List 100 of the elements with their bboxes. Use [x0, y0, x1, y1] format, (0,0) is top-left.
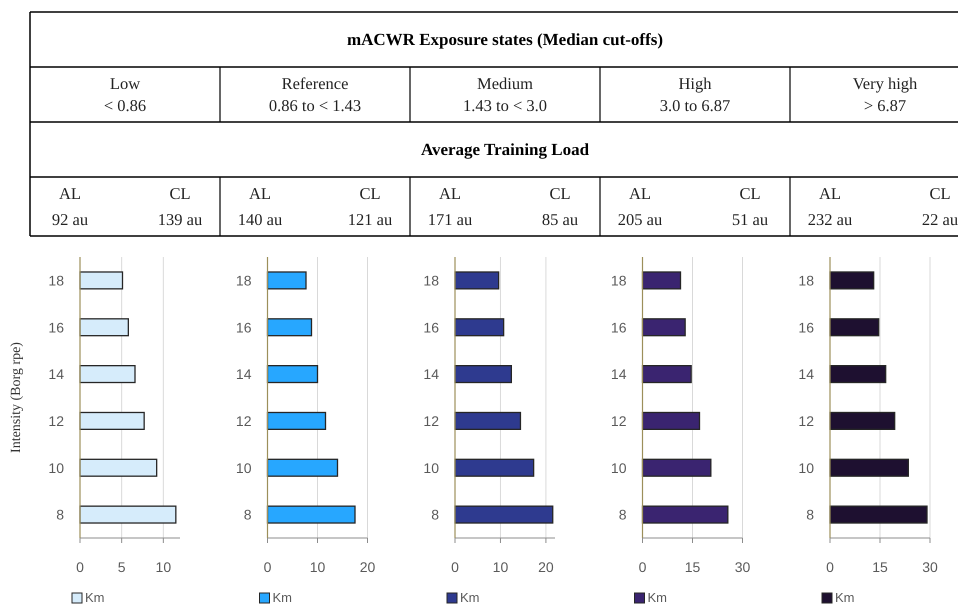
- text: < 0.86: [104, 96, 146, 115]
- bar: [829, 412, 896, 430]
- legend-label: Km: [460, 590, 480, 605]
- bar: [454, 365, 512, 384]
- x-tick-label: 10: [156, 559, 172, 575]
- y-tick-label: 16: [236, 319, 252, 336]
- text: 121 au: [348, 210, 392, 229]
- bar: [266, 458, 338, 477]
- bar: [454, 412, 522, 430]
- text: 139 au: [158, 210, 202, 229]
- y-tick-label: 8: [244, 506, 252, 523]
- y-tick-label: 16: [48, 319, 64, 336]
- bar: [79, 458, 158, 477]
- text: 0.86 to < 1.43: [268, 96, 362, 115]
- text: Very high: [852, 74, 918, 93]
- y-tick-label: 14: [423, 366, 440, 382]
- legend-label: Km: [648, 590, 667, 605]
- bar: [266, 318, 312, 336]
- text: Average Training Load: [420, 140, 590, 159]
- y-tick-label: 12: [236, 412, 252, 429]
- text: Reference: [282, 74, 348, 93]
- bar: [454, 458, 534, 477]
- bar: [266, 365, 318, 384]
- legend-label: Km: [272, 590, 292, 605]
- x-tick-label: 10: [310, 559, 326, 575]
- text: mACWR Exposure states (Median cut-offs): [346, 30, 664, 49]
- bar: [642, 506, 728, 524]
- x-tick-label: 0: [638, 559, 647, 575]
- x-tick-label: 0: [826, 559, 834, 575]
- x-tick-label: 15: [872, 559, 888, 575]
- bar: [829, 318, 880, 336]
- text: AL: [629, 184, 651, 203]
- x-tick-label: 0: [264, 559, 272, 575]
- text: 85 au: [542, 210, 578, 229]
- bar: [266, 506, 356, 524]
- text: Medium: [477, 74, 534, 93]
- text: 205 au: [618, 210, 662, 229]
- text: CL: [359, 184, 381, 203]
- bar: [829, 271, 874, 290]
- text: AL: [819, 184, 841, 203]
- y-tick-label: 10: [48, 460, 64, 476]
- bar: [454, 506, 554, 524]
- y-tick-label: 12: [48, 412, 64, 429]
- text: AL: [249, 184, 271, 203]
- bar: [829, 506, 928, 524]
- x-tick-label: 15: [684, 559, 700, 575]
- y-tick-label: 8: [56, 506, 64, 523]
- y-tick-label: 18: [48, 272, 64, 288]
- text: 171 au: [428, 210, 472, 229]
- bar: [829, 365, 886, 384]
- y-tick-label: 14: [48, 366, 64, 382]
- y-tick-label: 18: [798, 272, 814, 288]
- legend-label: Km: [85, 590, 104, 605]
- text: CL: [739, 184, 761, 203]
- y-tick-label: 14: [798, 366, 814, 382]
- bar: [79, 412, 145, 430]
- text: CL: [929, 184, 951, 203]
- text: CL: [169, 184, 191, 203]
- y-tick-label: 18: [236, 272, 252, 288]
- y-tick-label: 16: [798, 319, 814, 336]
- y-tick-label: 14: [610, 366, 627, 382]
- text: 92 au: [52, 210, 88, 229]
- text: 22 au: [922, 210, 958, 229]
- y-tick-label: 18: [423, 272, 440, 288]
- x-tick-label: 0: [76, 559, 84, 575]
- text: 232 au: [808, 210, 852, 229]
- text: Low: [110, 74, 140, 93]
- text: AL: [59, 184, 81, 203]
- y-tick-label: 8: [806, 506, 814, 523]
- bar: [829, 458, 909, 477]
- y-tick-label: 12: [610, 412, 627, 429]
- bar: [642, 318, 686, 336]
- x-tick-label: 0: [451, 559, 460, 575]
- x-tick-label: 30: [922, 559, 938, 575]
- text: High: [678, 74, 712, 93]
- text: 1.43 to < 3.0: [462, 96, 548, 115]
- bar: [642, 271, 682, 290]
- bar: [79, 271, 124, 290]
- bar: [79, 318, 129, 336]
- bar: [454, 318, 504, 336]
- y-tick-label: 10: [236, 460, 252, 476]
- x-tick-label: 20: [538, 559, 554, 575]
- legend-label: Km: [835, 590, 854, 605]
- y-tick-label: 12: [798, 412, 814, 429]
- bar: [642, 412, 700, 430]
- text: AL: [439, 184, 461, 203]
- bar: [79, 506, 176, 524]
- bar: [266, 271, 307, 290]
- y-tick-label: 10: [798, 460, 814, 476]
- y-tick-label: 8: [431, 506, 440, 523]
- y-tick-label: 14: [236, 366, 252, 382]
- text: > 6.87: [864, 96, 906, 115]
- text: 3.0 to 6.87: [660, 96, 730, 115]
- x-tick-label: 10: [492, 559, 508, 575]
- text: 51 au: [732, 210, 768, 229]
- bar: [642, 365, 692, 384]
- bar: [266, 412, 326, 430]
- text: CL: [549, 184, 571, 203]
- y-tick-label: 10: [610, 460, 627, 476]
- x-tick-label: 5: [118, 559, 126, 575]
